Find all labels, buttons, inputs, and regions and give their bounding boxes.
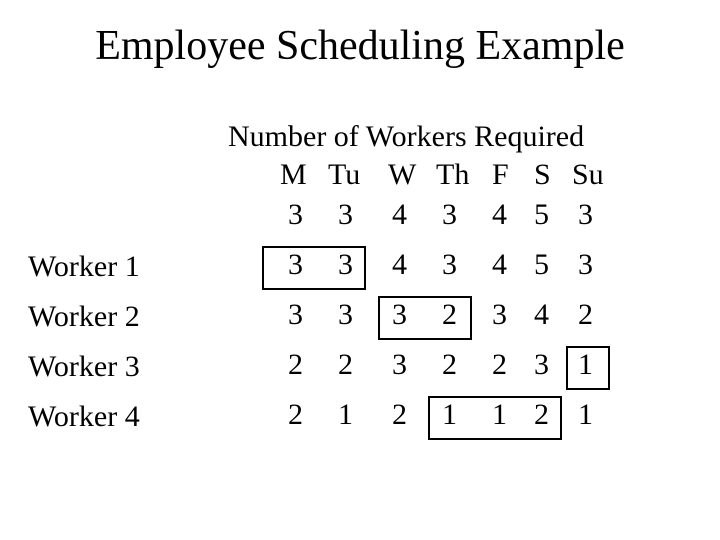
worker3-label: Worker 3 <box>28 350 140 384</box>
day-header-s: S <box>534 160 551 190</box>
day-header-m: M <box>280 160 307 190</box>
box-w3-su <box>566 346 610 390</box>
required-tu: 3 <box>338 200 353 230</box>
required-w: 4 <box>392 200 407 230</box>
worker2-label: Worker 2 <box>28 300 140 334</box>
w2-s: 4 <box>534 300 549 330</box>
w4-m: 2 <box>288 400 303 430</box>
w1-th: 3 <box>442 250 457 280</box>
w4-su: 1 <box>578 400 593 430</box>
w3-tu: 2 <box>338 350 353 380</box>
slide: Employee Scheduling Example Number of Wo… <box>0 0 720 540</box>
required-th: 3 <box>442 200 457 230</box>
w2-m: 3 <box>288 300 303 330</box>
w2-f: 3 <box>492 300 507 330</box>
day-header-f: F <box>492 160 509 190</box>
day-header-su: Su <box>572 160 604 190</box>
w1-w: 4 <box>392 250 407 280</box>
worker1-label: Worker 1 <box>28 250 140 284</box>
box-w4-th-sa <box>428 396 562 440</box>
w2-tu: 3 <box>338 300 353 330</box>
day-header-w: W <box>388 160 416 190</box>
required-s: 5 <box>534 200 549 230</box>
required-su: 3 <box>578 200 593 230</box>
box-w2-w-th <box>378 296 472 340</box>
w4-tu: 1 <box>338 400 353 430</box>
worker4-label: Worker 4 <box>28 400 140 434</box>
w3-th: 2 <box>442 350 457 380</box>
day-header-tu: Tu <box>328 160 360 190</box>
page-title: Employee Scheduling Example <box>0 22 720 70</box>
required-m: 3 <box>288 200 303 230</box>
w1-su: 3 <box>578 250 593 280</box>
required-f: 4 <box>492 200 507 230</box>
w1-f: 4 <box>492 250 507 280</box>
box-w1-m-tu <box>262 246 366 290</box>
w4-w: 2 <box>392 400 407 430</box>
day-header-th: Th <box>436 160 469 190</box>
w3-w: 3 <box>392 350 407 380</box>
w1-s: 5 <box>534 250 549 280</box>
w3-m: 2 <box>288 350 303 380</box>
w2-su: 2 <box>578 300 593 330</box>
w3-s: 3 <box>534 350 549 380</box>
w3-f: 2 <box>492 350 507 380</box>
table-header: Number of Workers Required <box>228 120 584 154</box>
